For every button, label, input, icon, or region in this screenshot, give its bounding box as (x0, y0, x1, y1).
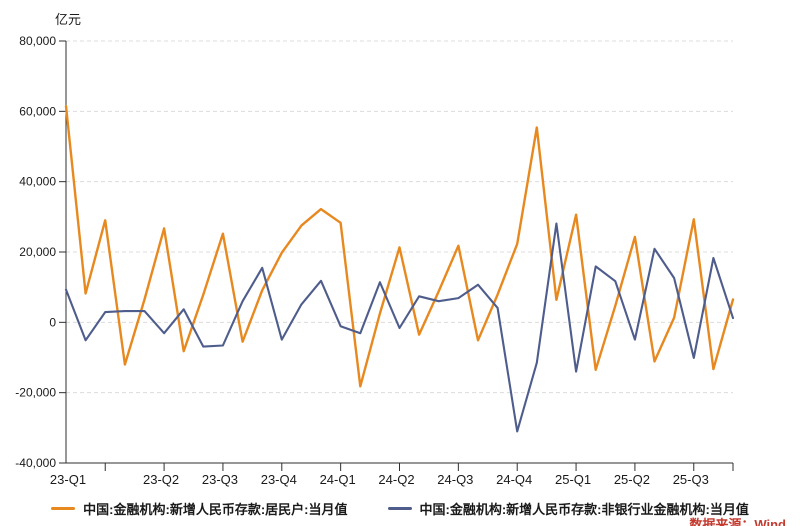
x-axis-label: 23-Q3 (202, 472, 238, 487)
y-axis-label: 60,000 (19, 104, 56, 118)
y-axis-label: -20,000 (15, 386, 56, 400)
data-source-note: 数据来源：Wind (689, 517, 786, 526)
legend-label: 中国:金融机构:新增人民币存款:非银行业金融机构:当月值 (419, 502, 749, 517)
plot-area: 80,000 60,000 40,000 20,000 0 -20,000 -40,000 2… (15, 34, 735, 487)
y-axis-label: -40,000 (15, 456, 56, 470)
x-axis-label: 24-Q4 (496, 472, 532, 487)
y-axis-label: 0 (49, 315, 56, 329)
nonbank-legend-marker-icon (387, 507, 412, 510)
legend: 中国:金融机构:新增人民币存款:居民户:当月值 中国:金融机构:新增人民币存款:非… (0, 499, 800, 518)
y-axis-label: 80,000 (19, 34, 56, 48)
x-axis-label: 23-Q1 (50, 472, 86, 487)
x-axis-label: 24-Q3 (437, 472, 473, 487)
household-deposits-line (64, 104, 735, 388)
x-axis-label: 23-Q2 (143, 472, 179, 487)
x-axis-label: 25-Q2 (614, 472, 650, 487)
y-axis-label: 40,000 (19, 175, 56, 189)
legend-label: 中国:金融机构:新增人民币存款:居民户:当月值 (83, 502, 348, 517)
x-axis-label: 25-Q3 (673, 472, 709, 487)
nonbank-deposits-line (64, 222, 735, 433)
household-legend-marker-icon (51, 507, 76, 510)
x-axis-label: 25-Q1 (555, 472, 591, 487)
x-axis-label: 24-Q1 (320, 472, 356, 487)
legend-item: 中国:金融机构:新增人民币存款:居民户:当月值 (51, 499, 348, 518)
x-axis-label: 23-Q4 (261, 472, 297, 487)
x-axis-label: 24-Q2 (378, 472, 414, 487)
y-axis-unit-label: 亿元 (55, 12, 82, 27)
legend-item: 中国:金融机构:新增人民币存款:非银行业金融机构:当月值 (387, 499, 749, 518)
y-axis-label: 20,000 (19, 245, 56, 259)
